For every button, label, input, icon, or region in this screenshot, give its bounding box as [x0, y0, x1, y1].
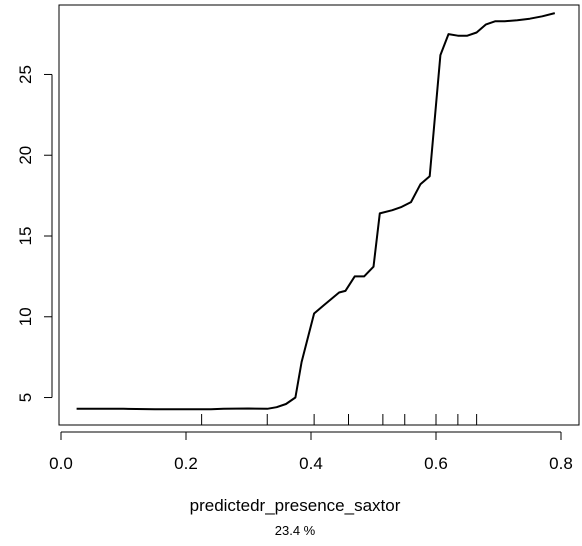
x-axis: 0.0 0.2 0.4 0.6 0.8 — [49, 431, 573, 473]
y-tick-label: 15 — [16, 227, 35, 246]
y-tick-label: 10 — [16, 307, 35, 326]
y-tick-label: 20 — [16, 146, 35, 165]
y-tick-label: 5 — [16, 393, 35, 402]
x-axis-title: predictedr_presence_saxtor — [190, 496, 401, 515]
x-tick-label: 0.0 — [49, 454, 73, 473]
x-tick-label: 0.4 — [299, 454, 323, 473]
plot-frame — [58, 4, 580, 426]
dependence-line — [76, 12, 556, 411]
x-tick-label: 0.2 — [174, 454, 198, 473]
rug-marks — [201, 414, 478, 425]
x-tick-label: 0.6 — [424, 454, 448, 473]
y-tick-label: 25 — [16, 65, 35, 84]
x-tick-label: 0.8 — [549, 454, 573, 473]
y-axis: 5 10 15 20 25 — [16, 65, 53, 402]
chart-subtitle: 23.4 % — [275, 523, 316, 538]
